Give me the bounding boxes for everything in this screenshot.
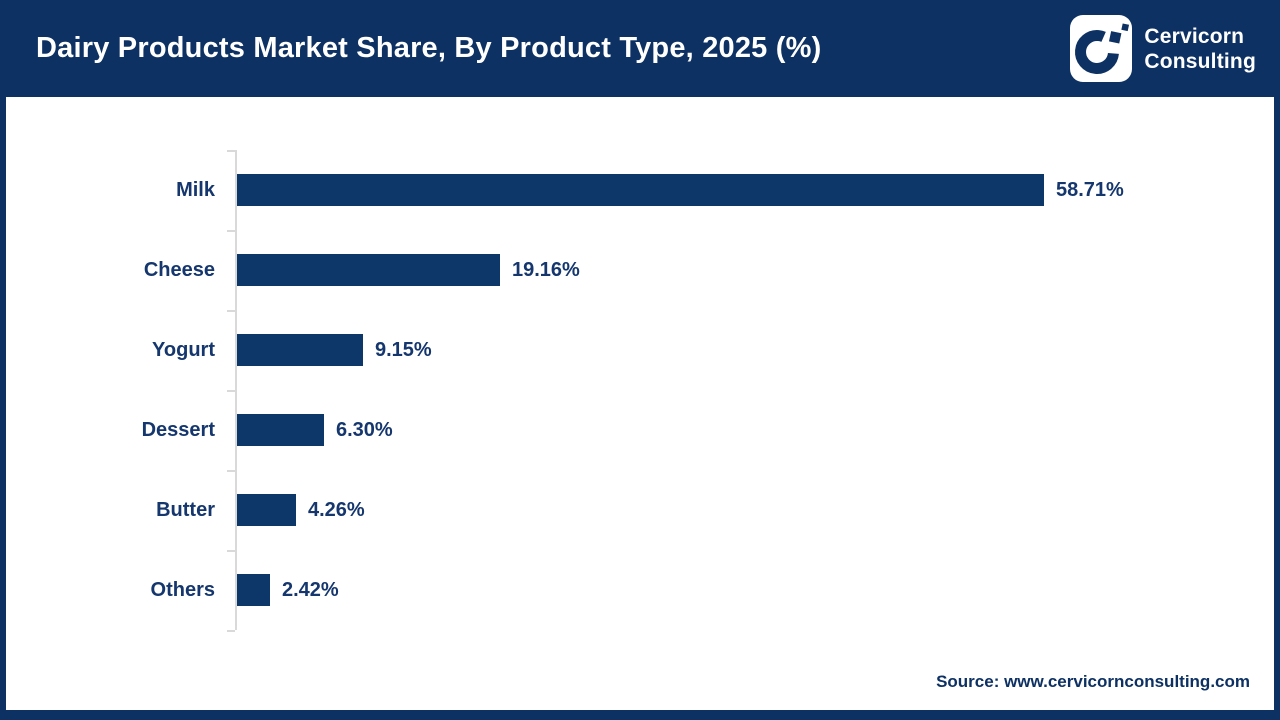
header-banner: Dairy Products Market Share, By Product … [0, 0, 1280, 97]
bar-others [237, 574, 270, 606]
chart-row: Others 2.42% [0, 550, 1280, 630]
value-label: 9.15% [375, 338, 432, 361]
chart-row: Yogurt 9.15% [0, 310, 1280, 390]
axis-tick [227, 310, 235, 312]
source-attribution: Source: www.cervicornconsulting.com [936, 672, 1250, 691]
company-name-line2: Consulting [1144, 49, 1256, 73]
bar-group: 4.26% [237, 494, 365, 526]
value-label: 6.30% [336, 418, 393, 441]
company-name-line1: Cervicorn [1144, 24, 1245, 48]
frame-border-bottom [0, 710, 1280, 720]
axis-tick [227, 150, 235, 152]
category-label-others: Others [150, 578, 215, 601]
bar-yogurt [237, 334, 363, 366]
bar-group: 6.30% [237, 414, 393, 446]
category-label-butter: Butter [156, 498, 215, 521]
axis-tick [227, 230, 235, 232]
chart-row: Cheese 19.16% [0, 230, 1280, 310]
bar-group: 19.16% [237, 254, 580, 286]
value-label: 19.16% [512, 258, 580, 281]
category-label-yogurt: Yogurt [152, 338, 215, 361]
category-label-cheese: Cheese [143, 258, 215, 281]
chart-row: Butter 4.26% [0, 470, 1280, 550]
value-label: 4.26% [308, 498, 365, 521]
chart-title: Dairy Products Market Share, By Product … [36, 32, 822, 64]
category-label-dessert: Dessert [141, 418, 215, 441]
axis-tick [227, 470, 235, 472]
frame-border-right [1274, 0, 1280, 720]
plot-area: Milk 58.71% Cheese 19.16% Yogurt 9.15% Dessert… [0, 150, 1280, 630]
value-label: 58.71% [1056, 178, 1124, 201]
frame-border-left [0, 0, 6, 720]
value-label: 2.42% [282, 578, 339, 601]
chart-row: Milk 58.71% [0, 150, 1280, 230]
bar-butter [237, 494, 296, 526]
axis-tick [227, 630, 235, 632]
axis-tick [227, 390, 235, 392]
bar-dessert [237, 414, 324, 446]
bar-group: 58.71% [237, 174, 1124, 206]
y-axis [227, 150, 237, 632]
company-name: Cervicorn Consulting [1144, 24, 1256, 74]
cervicorn-c-mark-icon [1070, 15, 1133, 82]
company-logo: Cervicorn Consulting [1070, 15, 1256, 82]
bar-group: 9.15% [237, 334, 432, 366]
category-label-milk: Milk [176, 178, 215, 201]
bar-milk [237, 174, 1044, 206]
bar-cheese [237, 254, 500, 286]
axis-tick [227, 550, 235, 552]
bar-group: 2.42% [237, 574, 339, 606]
chart-row: Dessert 6.30% [0, 390, 1280, 470]
